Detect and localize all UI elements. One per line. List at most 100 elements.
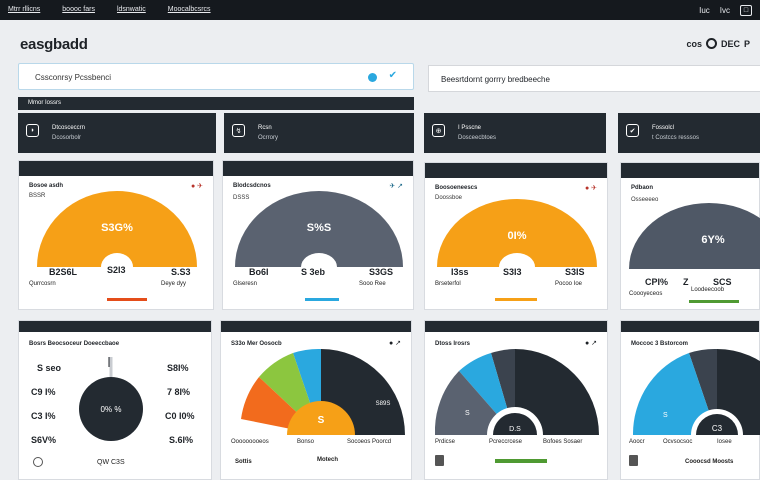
top-nav: Mtrr rllicns boooc fars ldsnwatic Moocal… <box>8 6 211 13</box>
gauge-right-value: S3IS <box>565 267 585 277</box>
card-header <box>221 321 411 332</box>
top-nav-item[interactable]: Mtrr rllicns <box>8 6 41 13</box>
kpi-title: Dtcosceccrn <box>52 125 86 131</box>
pie-slice-label: S <box>663 412 668 419</box>
card-icons[interactable]: ✈ ↗ <box>389 183 403 190</box>
pie-card[interactable]: S33o Mer Oosocb ● ↗ S S89S Ooooooooeos B… <box>220 320 412 480</box>
stat-right: S8I% <box>167 363 189 373</box>
progress-bar <box>495 459 547 463</box>
card-header <box>621 321 759 332</box>
gauge-left-value: B2S6L <box>49 267 78 277</box>
card-header <box>621 163 759 178</box>
gauge-left-value: CPI% <box>645 277 669 287</box>
pie-card[interactable]: Moccoc 3 Bstorcom S C3 Aoocr Ocvsocsoc I… <box>620 320 760 480</box>
kpi-tile[interactable]: ↯ Rcsn Ocrrory <box>224 113 414 153</box>
date-button[interactable]: DEC <box>720 38 740 49</box>
trash-icon[interactable] <box>435 455 444 466</box>
gauge-card[interactable]: Bosoe asdh BSSR ● ✈ S3G% B2S6L S2I3 S.S3… <box>18 160 214 310</box>
card-footer: Sottis <box>235 459 252 465</box>
kpi-tile[interactable]: ◗ Dtcosceccrn Dcosorbolr <box>18 113 216 153</box>
card-icons[interactable]: ● ✈ <box>190 183 203 190</box>
kpi-tile[interactable]: ⊕ I Psscne Dosceecbtoes <box>424 113 606 153</box>
kpi-subtitle: Dosceecbtoes <box>458 135 497 141</box>
stat-right: C0 I0% <box>165 411 195 421</box>
toggle-icon[interactable] <box>705 38 717 49</box>
search-input[interactable]: Cssconrsy Pcssbenci ✔ <box>18 63 414 90</box>
gauge-fill <box>235 191 403 267</box>
top-nav-item[interactable]: ldsnwatic <box>116 6 146 13</box>
stat-left: S seo <box>37 363 62 373</box>
pie-slice-label: S89S <box>376 401 391 407</box>
gauge-left-label: Glseresn <box>233 281 258 287</box>
refresh-icon[interactable] <box>33 457 43 467</box>
card-icons[interactable]: ● ✈ <box>584 185 597 192</box>
card-title: Boosoeneescs <box>435 185 478 191</box>
window-icon[interactable]: □ <box>740 5 752 16</box>
top-nav-item[interactable]: Moocalbcsrcs <box>167 6 211 13</box>
trash-icon[interactable] <box>629 455 638 466</box>
settings-label[interactable]: cos <box>686 38 702 49</box>
gauge-right-value: S3GS <box>369 267 394 277</box>
page-title: easgbadd <box>20 36 88 53</box>
top-nav-item[interactable]: boooc fars <box>62 6 95 13</box>
gauge-right-label: Loodeecoob <box>691 287 725 293</box>
search-placeholder: Cssconrsy Pcssbenci <box>35 73 112 82</box>
pie-card[interactable]: Dtoss Irosrs ● ↗ S D.S Prdicse Pcreccrce… <box>424 320 608 480</box>
gauge-fill <box>629 203 760 269</box>
kpi-icon: ⊕ <box>432 124 445 137</box>
card-subtitle: Doossboe <box>435 195 463 201</box>
kpi-tile[interactable]: ✔ Fossolcl t Costccs resssos <box>618 113 760 153</box>
donut-chart: 0% % <box>79 357 143 441</box>
gauge-accent-bar <box>305 298 339 301</box>
stat-right: 7 8I% <box>167 387 191 397</box>
gauge-right-label: Pocoo Ioe <box>555 281 583 287</box>
section-header: Mmor Iossrs <box>18 97 414 110</box>
gauge-mid-value: S3I3 <box>503 267 522 277</box>
legend-item: Bonso <box>297 439 315 445</box>
kpi-title: Rcsn <box>258 125 272 131</box>
legend-item: Ooooooooeos <box>231 439 269 445</box>
legend-item: Iosee <box>717 439 732 445</box>
gauge-chart: 0I% <box>437 199 597 267</box>
kpi-subtitle: Ocrrory <box>258 135 278 141</box>
pie-slice <box>287 401 355 435</box>
gauge-right-label: Deye dyy <box>161 281 187 287</box>
top-right-controls: Iuc Ivc □ <box>699 5 752 16</box>
gauge-card[interactable]: Pdbaon Osseeeeo 6Y% CPI% Z SCS Coooyeceo… <box>620 162 760 310</box>
card-header <box>19 161 213 176</box>
help-link[interactable]: Iuc <box>699 6 710 15</box>
top-nav-bar: Mtrr rllicns boooc fars ldsnwatic Moocal… <box>0 0 760 20</box>
gauge-card[interactable]: Blodcsdcnos DSSS ✈ ↗ S%S Bo6I S 3eb S3GS… <box>222 160 414 310</box>
gauge-card[interactable]: Boosoeneescs Doossboe ● ✈ 0I% I3ss S3I3 … <box>424 162 608 310</box>
card-header <box>19 321 211 332</box>
donut-disc <box>79 377 143 441</box>
card-footer: Motech <box>317 457 338 463</box>
gauge-mid-value: S 3eb <box>301 267 326 277</box>
kpi-icon: ✔ <box>626 124 639 137</box>
gauge-hub <box>499 253 535 267</box>
legend-item: Aoocr <box>629 439 645 445</box>
card-title: Pdbaon <box>631 185 653 191</box>
donut-card[interactable]: Bosrs Beocsoceur Doeeccbaoe S seo S8I% C… <box>18 320 212 480</box>
card-header <box>425 321 607 332</box>
gauge-center-value: S3G% <box>101 222 133 234</box>
profile-icon[interactable]: P <box>743 38 750 49</box>
stat-left: S6V% <box>31 435 57 445</box>
view-link[interactable]: Ivc <box>719 6 730 15</box>
legend-item: Pcreccrcese <box>489 439 523 445</box>
card-icons[interactable]: ● ↗ <box>388 340 401 347</box>
card-subtitle: BSSR <box>29 193 46 199</box>
pie-center-value: S <box>318 415 325 426</box>
card-subtitle: DSSS <box>233 195 250 201</box>
gauge-center-value: S%S <box>307 222 331 234</box>
gauge-fill <box>37 191 197 267</box>
kpi-icon: ↯ <box>232 124 245 137</box>
card-icons[interactable]: ● ↗ <box>584 340 597 347</box>
gauge-right-label: Sooo Ree <box>359 281 386 287</box>
gauge-left-value: I3ss <box>451 267 469 277</box>
gauge-chart: S3G% <box>37 191 197 267</box>
pie-chart: S S89S <box>241 348 405 435</box>
gauge-hub <box>301 253 337 267</box>
report-panel[interactable]: Beesrtdornt gorrry bredbeeche <box>428 65 760 92</box>
check-icon[interactable]: ✔ <box>388 70 397 81</box>
